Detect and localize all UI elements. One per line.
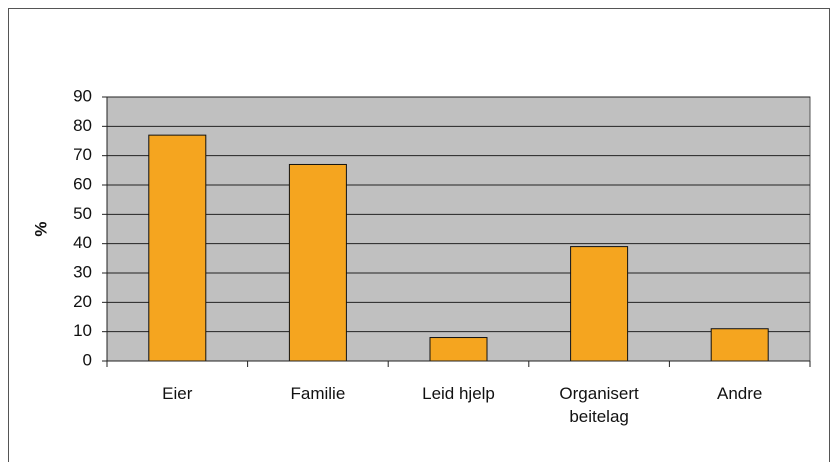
x-tick-label: Leid hjelp [422, 384, 495, 403]
bar [288, 163, 347, 362]
y-tick-label: 30 [73, 262, 92, 281]
y-tick-label: 70 [73, 145, 92, 164]
y-tick-label: 60 [73, 174, 92, 193]
bar [429, 337, 488, 362]
y-tick-label: 20 [73, 292, 92, 311]
y-tick-label: 40 [73, 233, 92, 252]
y-tick-label: 10 [73, 321, 92, 340]
bar [148, 134, 207, 362]
bar [710, 328, 769, 362]
x-tick-label: Familie [290, 384, 346, 403]
bar [570, 246, 629, 362]
y-axis-label: % [31, 221, 50, 236]
plot-area [106, 96, 811, 362]
y-tick-label: 80 [73, 116, 92, 135]
y-tick-label: 90 [73, 86, 92, 105]
y-tick-label: 0 [83, 350, 92, 369]
x-tick-label: Andre [717, 384, 763, 403]
y-tick-label: 50 [73, 204, 92, 223]
x-tick-label: Eier [162, 384, 193, 403]
x-tick-label: Organisert beitelag [559, 384, 639, 426]
